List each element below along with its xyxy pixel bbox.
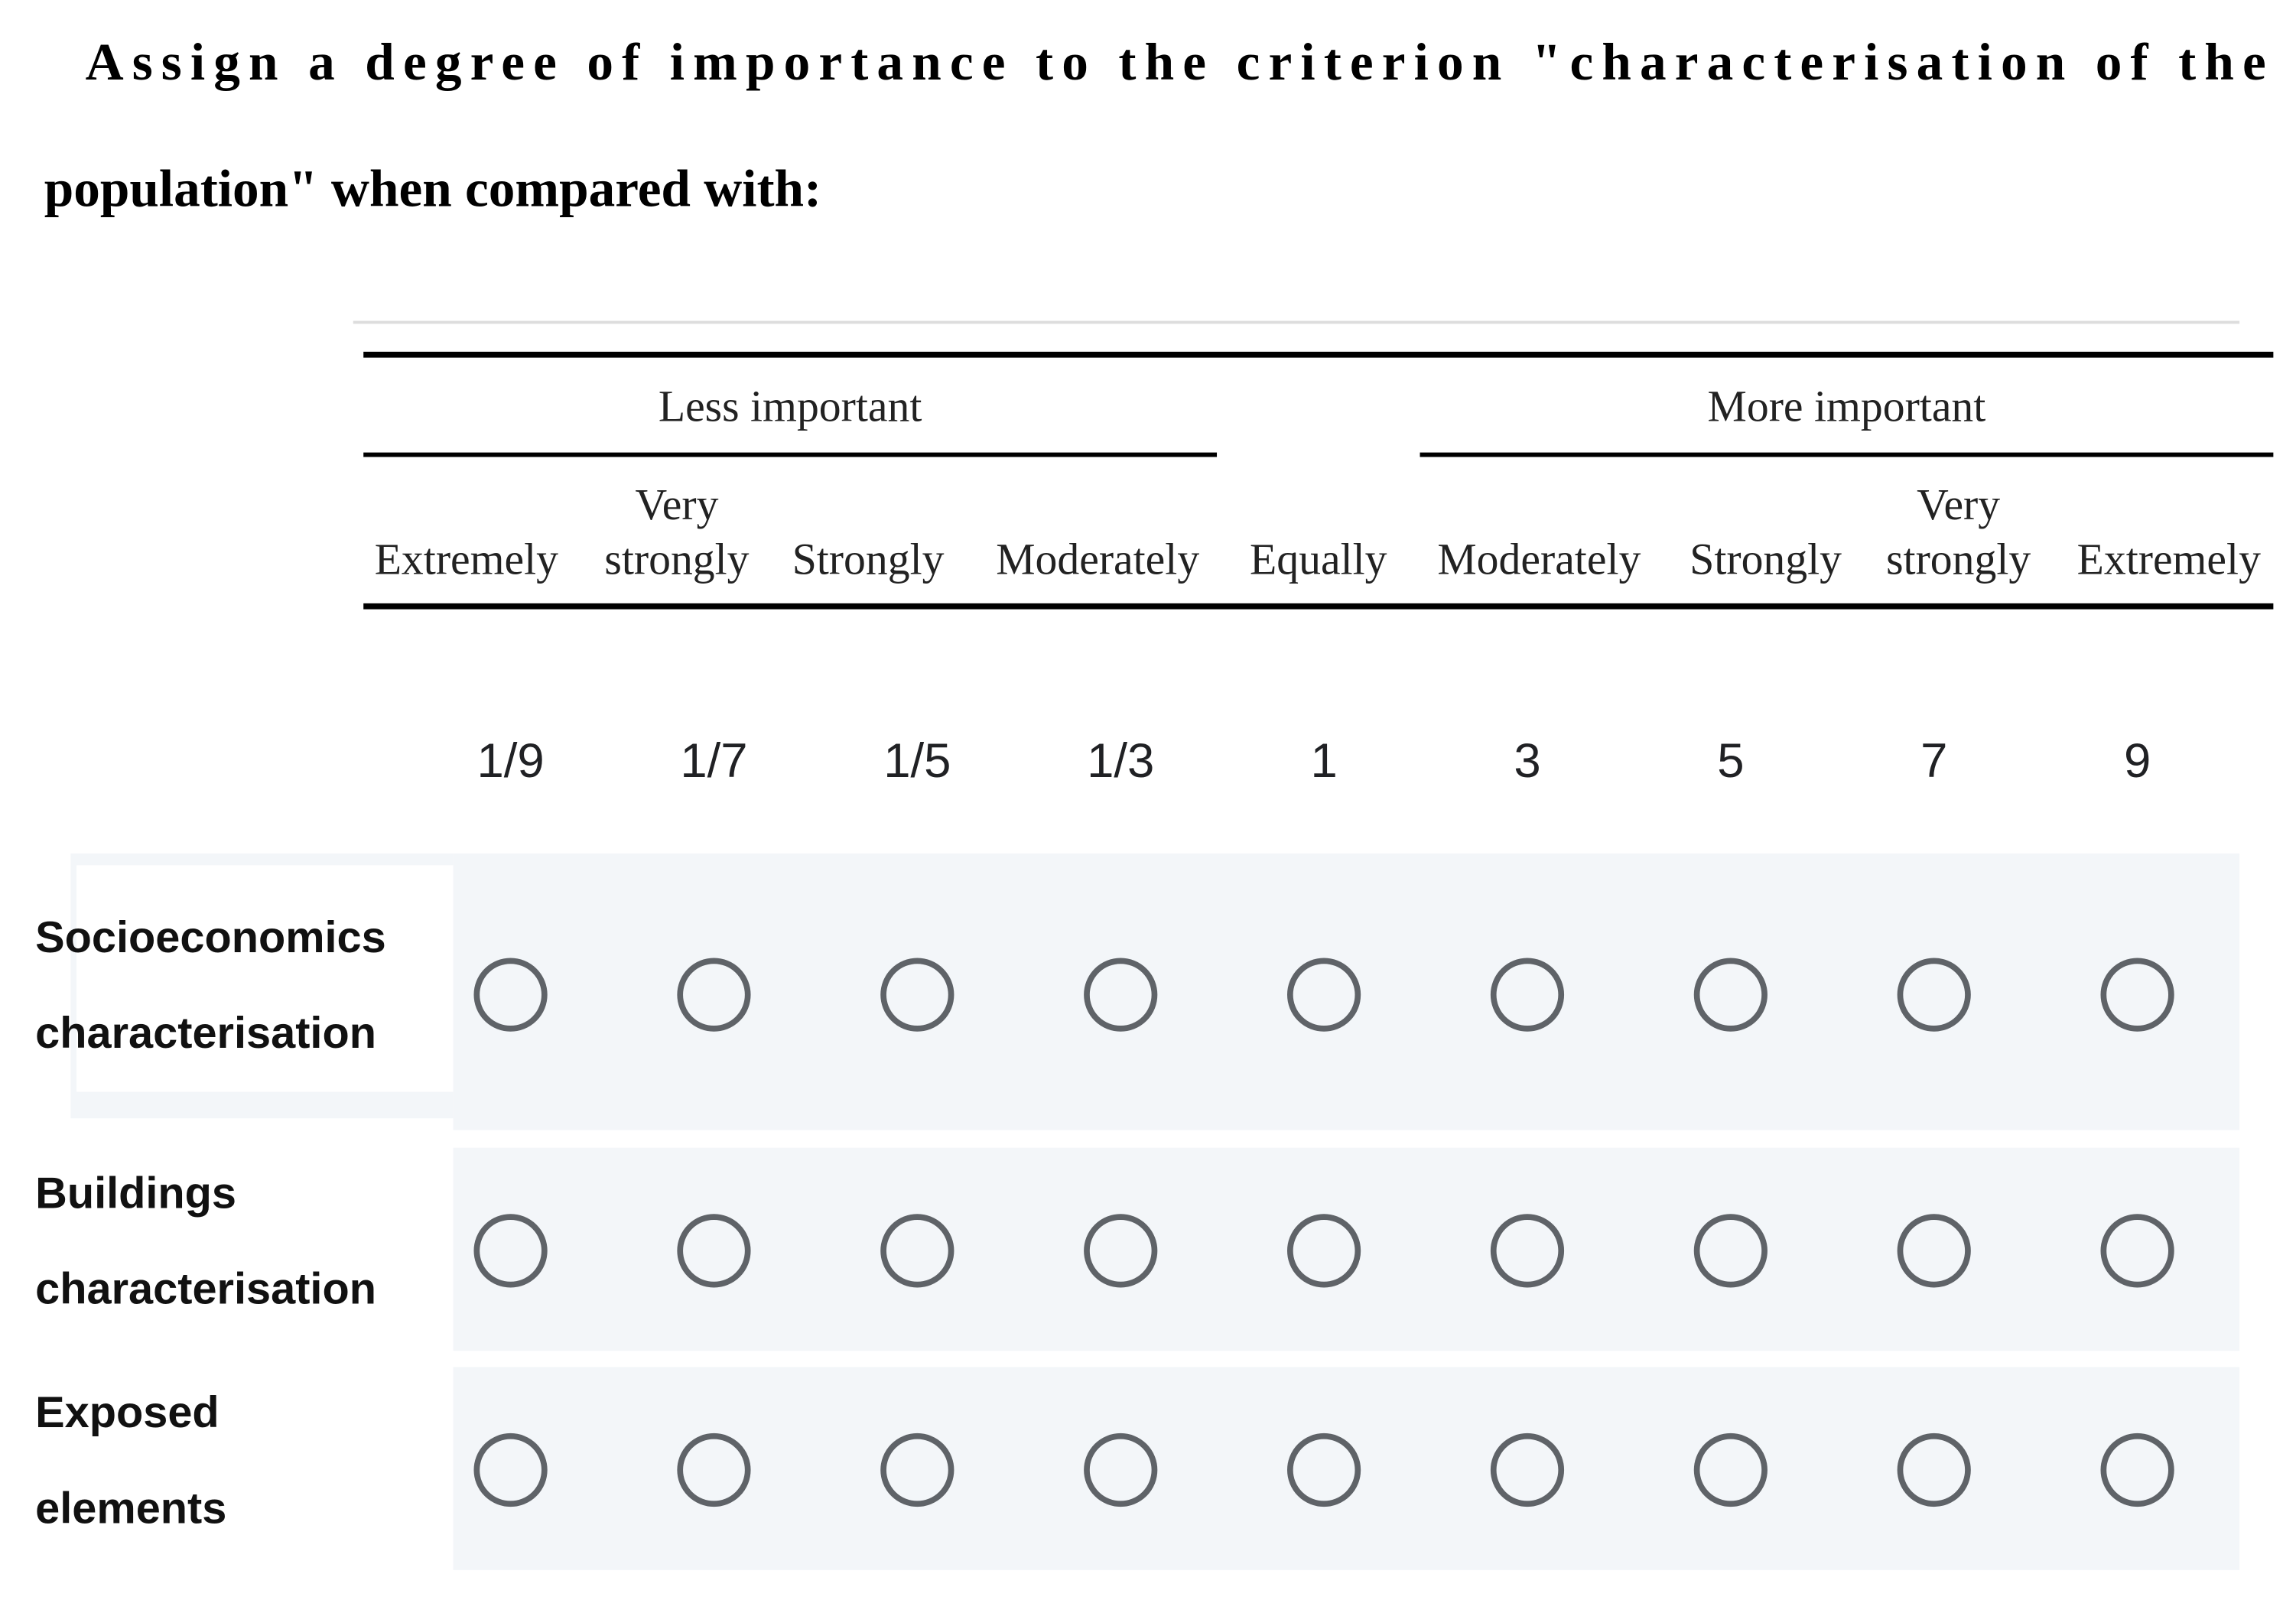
group-label: More important: [1708, 382, 1986, 431]
radio-button[interactable]: [2100, 1433, 2174, 1507]
radio-button[interactable]: [1693, 1214, 1768, 1288]
option-value: 5: [1717, 734, 1744, 788]
radio-button[interactable]: [1693, 1433, 1768, 1507]
row-label: elements: [35, 1484, 226, 1533]
radio-button[interactable]: [1897, 958, 1971, 1032]
option-value: 1/9: [476, 734, 544, 788]
radio-button[interactable]: [1897, 1214, 1971, 1288]
option-value: 1/7: [680, 734, 747, 788]
radio-button[interactable]: [1286, 1433, 1361, 1507]
radio-button[interactable]: [473, 1433, 548, 1507]
scale-label: Equally: [1250, 535, 1387, 584]
scale-label: Strongly: [792, 535, 945, 584]
option-value: 7: [1920, 734, 1947, 788]
scale-label: Extremely: [375, 535, 558, 584]
row-background: [453, 1147, 2240, 1351]
row-label: characterisation: [35, 1265, 376, 1314]
scale-label: Extremely: [2077, 535, 2261, 584]
scale-label: Very: [1917, 481, 2000, 529]
radio-button[interactable]: [2100, 1214, 2174, 1288]
radio-button[interactable]: [1084, 1433, 1158, 1507]
radio-button[interactable]: [1693, 958, 1768, 1032]
radio-button[interactable]: [677, 1433, 751, 1507]
scale-label: Moderately: [996, 535, 1199, 584]
question-line: Assign a degree of importance to the cri…: [86, 32, 2266, 91]
radio-button[interactable]: [880, 1214, 954, 1288]
radio-button[interactable]: [1490, 958, 1565, 1032]
radio-button[interactable]: [880, 958, 954, 1032]
option-value: 1/3: [1087, 734, 1154, 788]
radio-button[interactable]: [1286, 958, 1361, 1032]
radio-button[interactable]: [1084, 958, 1158, 1032]
option-value: 1/5: [883, 734, 951, 788]
row-label: Socioeconomics: [35, 913, 386, 962]
radio-button[interactable]: [677, 1214, 751, 1288]
radio-button[interactable]: [677, 958, 751, 1032]
option-value: 9: [2124, 734, 2151, 788]
radio-button[interactable]: [473, 958, 548, 1032]
radio-button[interactable]: [1897, 1433, 1971, 1507]
row-background: [453, 853, 2240, 1130]
radio-button[interactable]: [473, 1214, 548, 1288]
label-panel: [76, 865, 454, 1092]
scale-label: Very: [635, 481, 718, 529]
radio-button[interactable]: [1490, 1214, 1565, 1288]
radio-button[interactable]: [1286, 1214, 1361, 1288]
option-value: 3: [1514, 734, 1540, 788]
row-label: Exposed: [35, 1388, 220, 1437]
scale-label: Moderately: [1437, 535, 1641, 584]
radio-button[interactable]: [1490, 1433, 1565, 1507]
scale-label: Strongly: [1689, 535, 1842, 584]
radio-button[interactable]: [1084, 1214, 1158, 1288]
option-value: 1: [1310, 734, 1337, 788]
radio-button[interactable]: [880, 1433, 954, 1507]
group-label: Less important: [659, 382, 922, 431]
row-label: characterisation: [35, 1009, 376, 1058]
row-label: Buildings: [35, 1169, 236, 1218]
scale-label: strongly: [1886, 535, 2031, 584]
question-line: population" when compared with:: [44, 158, 821, 217]
radio-button[interactable]: [2100, 958, 2174, 1032]
row-background: [453, 1367, 2240, 1570]
scale-label: strongly: [604, 535, 749, 584]
